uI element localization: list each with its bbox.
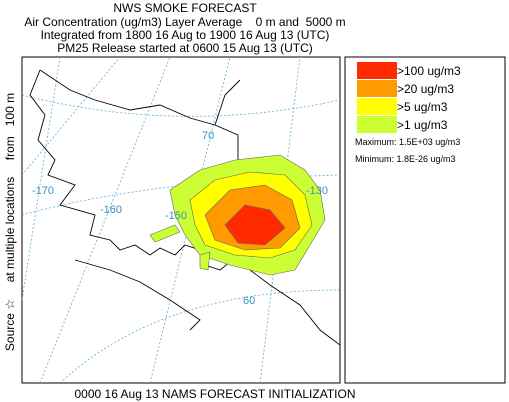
map: -170 -160 -150 70 60 -130 <box>21 56 341 384</box>
map-label: 60 <box>243 295 255 307</box>
map-label: -160 <box>100 204 122 216</box>
coastline <box>29 69 340 346</box>
legend-swatch <box>357 116 397 133</box>
legend-swatch <box>357 80 397 97</box>
map-label: 70 <box>202 130 214 142</box>
maximum: Maximum: 1.5E+03 ug/m3 <box>355 137 460 147</box>
legend-label: >1 ug/m3 <box>397 118 448 132</box>
legend: Maximum: 1.5E+03 ug/m3 Minimum: 1.8E-26 … <box>344 56 506 384</box>
subtitle: PM25 Release started at 0600 15 Aug 13 (… <box>57 41 312 55</box>
legend-label: >5 ug/m3 <box>397 100 448 114</box>
side-label: Source ☆ at multiple locations from 100 … <box>3 93 17 351</box>
map-label: -150 <box>165 210 187 222</box>
legend-swatch <box>357 98 397 115</box>
title: NWS SMOKE FORECAST <box>113 1 257 15</box>
footer: 0000 16 Aug 13 NAMS FORECAST INITIALIZAT… <box>75 387 356 401</box>
legend-swatch <box>357 62 397 79</box>
map-label: -170 <box>32 185 54 197</box>
legend-label: >100 ug/m3 <box>397 64 461 78</box>
smoke-plume <box>149 154 326 276</box>
legend-label: >20 ug/m3 <box>397 82 454 96</box>
map-label: -130 <box>306 185 328 197</box>
subtitle: Integrated from 1800 16 Aug to 1900 16 A… <box>41 28 330 42</box>
subtitle: Air Concentration (ug/m3) Layer Average … <box>24 15 345 29</box>
minimum: Minimum: 1.8E-26 ug/m3 <box>355 154 456 164</box>
